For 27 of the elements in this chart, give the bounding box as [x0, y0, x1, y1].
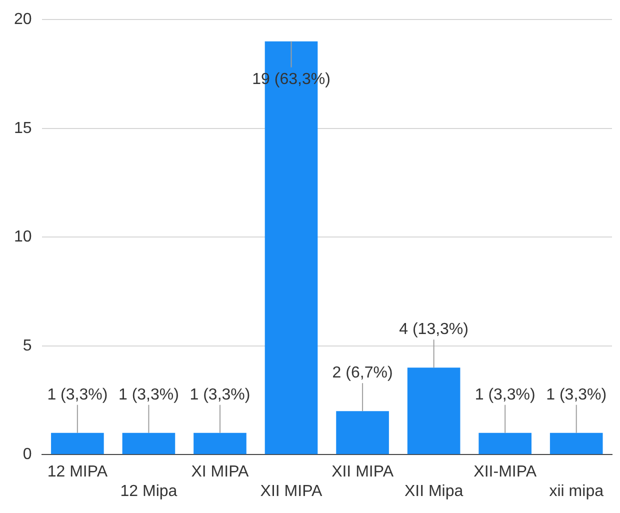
- x-tick-label: 12 Mipa: [120, 482, 178, 500]
- x-tick-label: xii mipa: [549, 482, 604, 500]
- data-label: 1 (3,3%): [190, 386, 250, 404]
- x-tick-label: 12 MIPA: [47, 464, 108, 481]
- y-tick-label: 10: [14, 228, 32, 246]
- y-tick-label: 20: [14, 11, 32, 28]
- bar: [336, 411, 389, 454]
- x-tick-label: XI MIPA: [191, 464, 250, 481]
- data-label: 1 (3,3%): [118, 386, 179, 404]
- data-label: 2 (6,7%): [332, 364, 393, 382]
- x-tick-label: XII MIPA: [332, 464, 394, 481]
- x-tick-label: XII Mipa: [404, 482, 464, 500]
- bar: [194, 432, 246, 454]
- bar: [51, 432, 104, 454]
- y-tick-label: 0: [22, 446, 32, 464]
- y-tick-label: 5: [22, 337, 32, 354]
- bar: [478, 432, 532, 454]
- x-tick-label: XII MIPA: [260, 482, 323, 500]
- bar: [550, 432, 603, 454]
- data-label: 4 (13,3%): [399, 321, 468, 338]
- bar: [407, 368, 460, 454]
- y-tick-label: 15: [14, 120, 32, 137]
- x-tick-label: XII-MIPA: [474, 464, 537, 481]
- data-label: 1 (3,3%): [47, 386, 108, 404]
- data-label: 1 (3,3%): [546, 386, 607, 404]
- bar: [122, 432, 176, 454]
- data-label: 1 (3,3%): [474, 386, 536, 404]
